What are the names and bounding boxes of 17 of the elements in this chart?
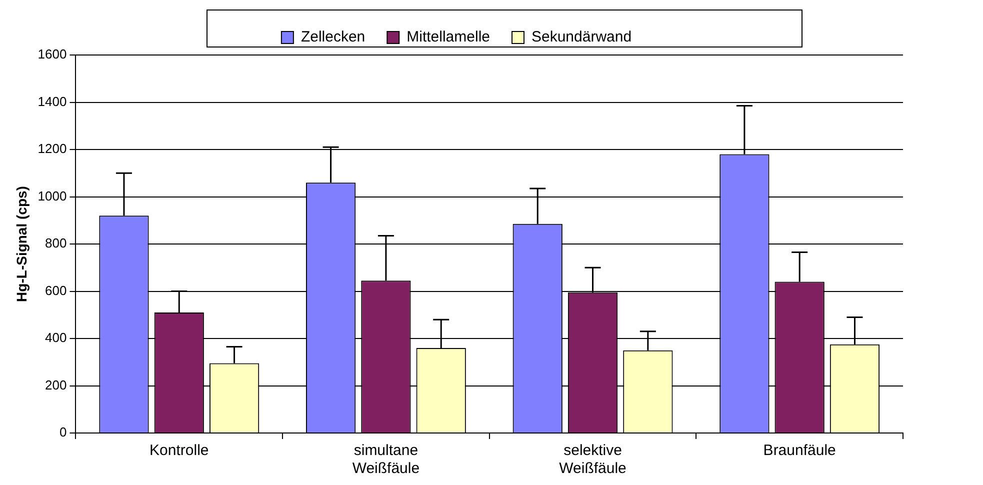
legend-label: Sekundärwand — [531, 28, 632, 46]
y-tick-label: 0 — [59, 424, 67, 440]
x-tick-label: Kontrolle — [150, 442, 209, 460]
y-tick-label: 600 — [45, 282, 67, 298]
legend-label: Zellecken — [300, 28, 366, 46]
y-axis-title: Hg-L-Signal (cps) — [13, 186, 30, 302]
legend-label: Mittellamelle — [406, 28, 490, 46]
y-tick-label: 1600 — [38, 46, 67, 62]
x-tick-label: Braunfäule — [763, 442, 836, 460]
y-tick-label: 1200 — [38, 141, 67, 156]
y-tick-label: 200 — [45, 377, 67, 392]
y-tick-label: 1400 — [38, 94, 67, 109]
y-tick-label: 800 — [45, 236, 67, 251]
y-tick-label: 1000 — [38, 188, 67, 204]
x-tick-label: simultane Weißfäule — [352, 442, 420, 478]
x-tick-label: selektive Weißfäule — [559, 442, 626, 478]
y-tick-label: 400 — [45, 330, 67, 346]
